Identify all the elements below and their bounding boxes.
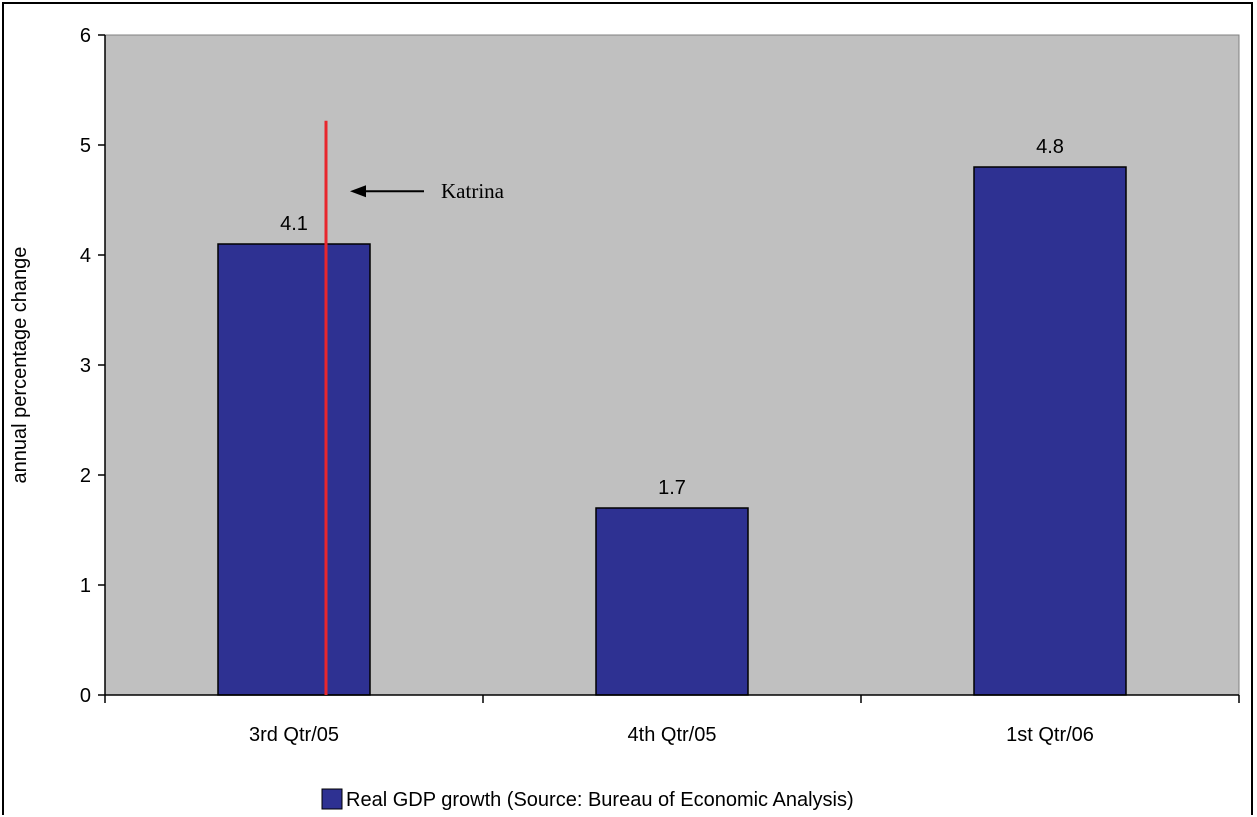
legend-swatch [321, 788, 343, 810]
bar [217, 243, 371, 696]
y-axis-label: annual percentage change [9, 247, 31, 484]
y-tick-label: 1 [80, 575, 91, 597]
x-tick-label: 4th Qtr/05 [628, 724, 717, 746]
y-tick-label: 4 [80, 245, 91, 267]
katrina-label: Katrina [441, 179, 505, 203]
data-label: 4.1 [280, 213, 308, 235]
y-tick-label: 6 [80, 25, 91, 47]
x-tick-label: 1st Qtr/06 [1006, 724, 1094, 746]
katrina-annotation: Katrina [324, 120, 505, 695]
y-tick-label: 5 [80, 135, 91, 157]
x-tick-label: 3rd Qtr/05 [249, 724, 339, 746]
bar [973, 166, 1127, 696]
bars [217, 166, 1127, 696]
data-label: 1.7 [658, 477, 686, 499]
data-labels: 4.1 1.7 4.8 [280, 136, 1064, 499]
axes [104, 35, 1240, 703]
y-tick-label: 3 [80, 355, 91, 377]
data-label: 4.8 [1036, 136, 1064, 158]
legend-label: Real GDP growth (Source: Bureau of Econo… [346, 789, 854, 811]
y-axis-ticks: 0 1 2 3 4 5 6 [80, 25, 105, 707]
legend: Real GDP growth (Source: Bureau of Econo… [321, 788, 854, 811]
y-tick-label: 2 [80, 465, 91, 487]
y-tick-label: 0 [80, 685, 91, 707]
katrina-arrow-head [350, 185, 366, 198]
bar [595, 507, 749, 696]
x-axis-tick-labels: 3rd Qtr/05 4th Qtr/05 1st Qtr/06 [249, 724, 1094, 746]
